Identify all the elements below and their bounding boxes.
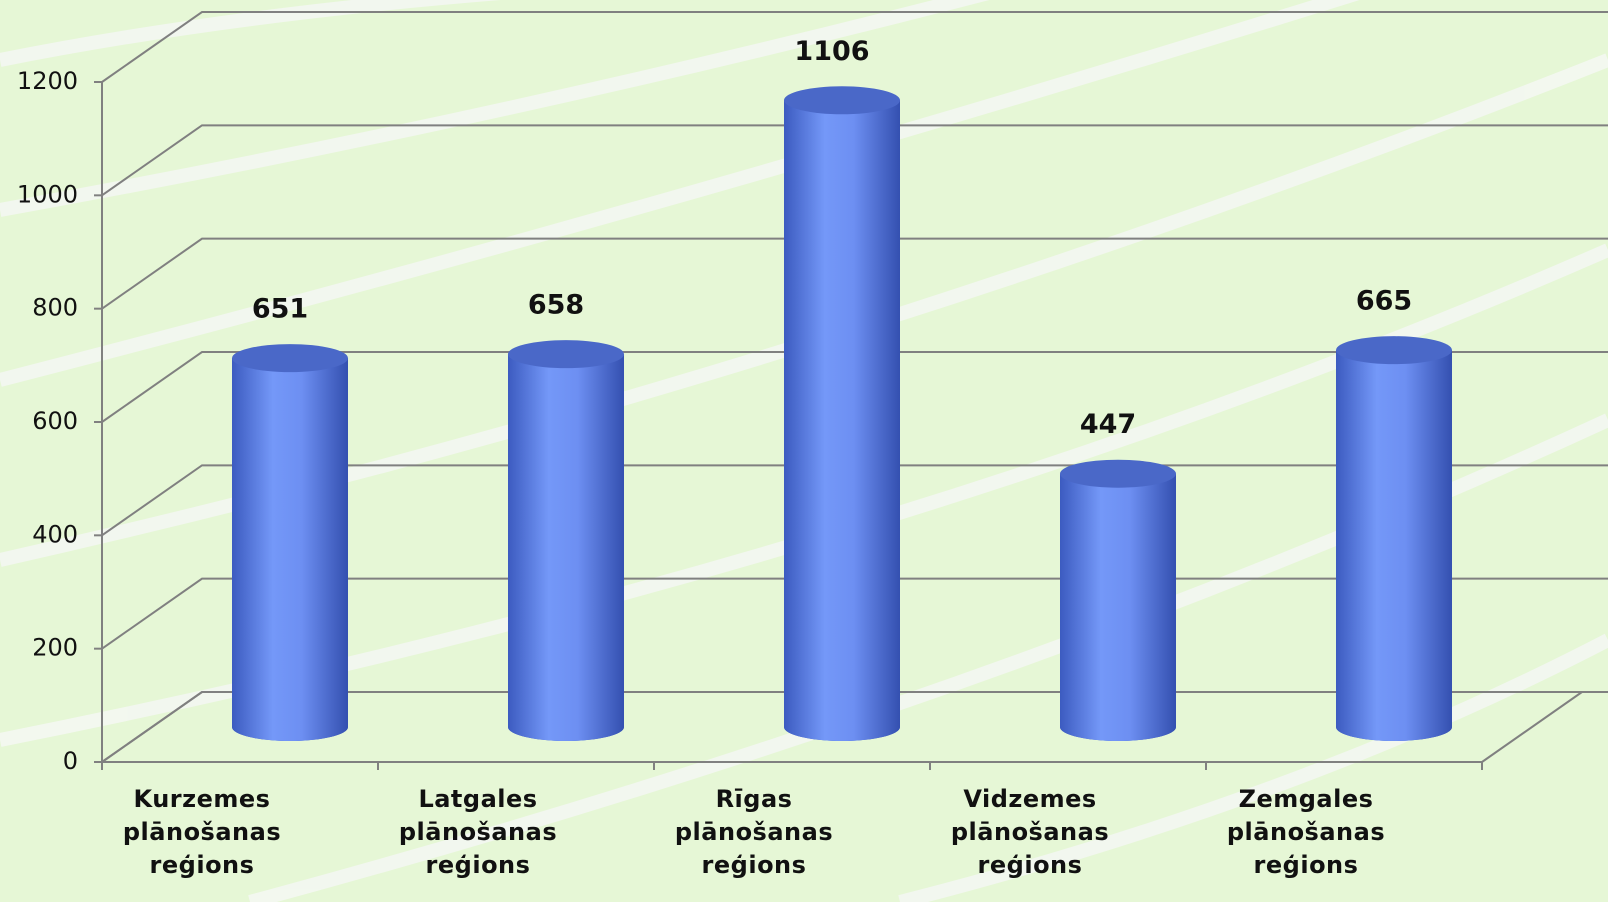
x-tick-label: Kurzemes plānošanas reģions [87,783,317,882]
bar [508,354,624,727]
y-tick-label: 200 [32,634,78,662]
value-label: 658 [528,290,584,321]
value-label: 447 [1080,409,1136,440]
bar-top [508,340,624,368]
bar-base-front [1060,713,1176,741]
bar-base-front [784,713,900,741]
bar-top [784,86,900,114]
x-tick-label: Zemgales plānošanas reģions [1191,783,1421,882]
y-tick-label: 0 [63,747,78,775]
value-label: 665 [1356,286,1412,317]
y-tick-label: 800 [32,294,78,322]
bar-top [232,344,348,372]
y-tick-label: 1000 [17,180,78,208]
x-tick-label: Rīgas plānošanas reģions [639,783,869,882]
value-label: 1106 [794,36,869,67]
x-tick-label: Vidzemes plānošanas reģions [915,783,1145,882]
bar-top [1336,336,1452,364]
page: {"chart_data": {"type": "bar", "categori… [0,0,1608,902]
bar [232,358,348,727]
bar-top [1060,460,1176,488]
plot: 0 200 400 600 800 1000 1200 651 658 1106 447 665 [17,12,1608,775]
bar-base-front [1336,713,1452,741]
x-tick-label: Latgales plānošanas reģions [363,783,593,882]
value-label: 651 [252,294,308,325]
y-tick-label: 600 [32,407,78,435]
bar [1336,350,1452,727]
bar-base-front [232,713,348,741]
y-tick-label: 400 [32,520,78,548]
bar [1060,474,1176,727]
bar-base-front [508,713,624,741]
bar [784,100,900,727]
chart: 0 200 400 600 800 1000 1200 651 658 1106 447 665 [0,0,1608,902]
y-tick-label: 1200 [17,67,78,95]
